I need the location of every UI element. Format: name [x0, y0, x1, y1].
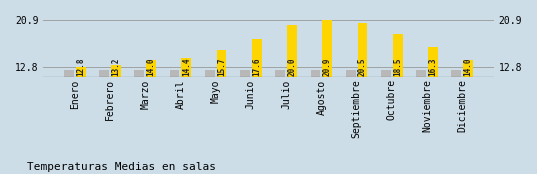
Bar: [275, 70, 285, 77]
Bar: [416, 70, 426, 77]
Bar: [252, 39, 262, 77]
Bar: [310, 70, 321, 77]
Bar: [182, 58, 191, 77]
Text: 14.0: 14.0: [464, 57, 473, 76]
Text: 13.2: 13.2: [111, 57, 120, 76]
Bar: [205, 70, 215, 77]
Bar: [358, 23, 367, 77]
Text: 20.9: 20.9: [323, 57, 332, 76]
Bar: [428, 47, 438, 77]
Text: 15.7: 15.7: [217, 57, 226, 76]
Bar: [393, 34, 403, 77]
Text: 16.3: 16.3: [429, 57, 438, 76]
Bar: [322, 20, 332, 77]
Text: 14.0: 14.0: [147, 57, 156, 76]
Bar: [240, 70, 250, 77]
Text: 17.6: 17.6: [252, 57, 262, 76]
Bar: [381, 70, 391, 77]
Bar: [64, 70, 74, 77]
Bar: [134, 70, 144, 77]
Bar: [146, 60, 156, 77]
Bar: [99, 70, 109, 77]
Text: 12.8: 12.8: [76, 57, 85, 76]
Text: 14.4: 14.4: [182, 57, 191, 76]
Bar: [287, 25, 297, 77]
Bar: [216, 50, 227, 77]
Bar: [452, 70, 461, 77]
Bar: [111, 65, 121, 77]
Bar: [463, 60, 473, 77]
Text: 18.5: 18.5: [393, 57, 402, 76]
Text: 20.0: 20.0: [287, 57, 296, 76]
Bar: [170, 70, 179, 77]
Bar: [346, 70, 355, 77]
Text: 20.5: 20.5: [358, 57, 367, 76]
Bar: [76, 67, 85, 77]
Text: Temperaturas Medias en salas: Temperaturas Medias en salas: [27, 162, 216, 172]
